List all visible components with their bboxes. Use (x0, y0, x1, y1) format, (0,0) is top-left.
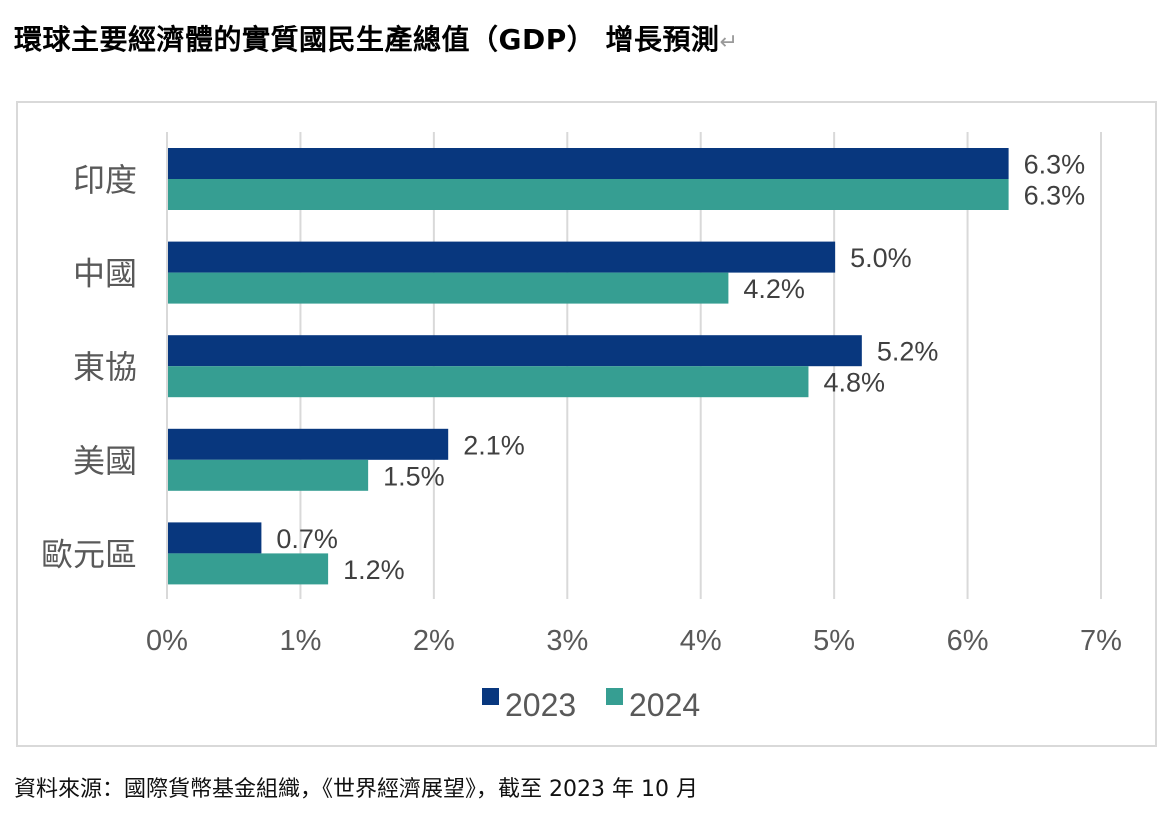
bar-2023 (168, 241, 836, 273)
legend-label-2024: 2024 (629, 687, 700, 723)
bar-2023 (168, 148, 1009, 179)
data-label: 6.3% (1024, 181, 1086, 211)
x-tick-label: 0% (146, 625, 188, 657)
category-label: 中國 (73, 255, 137, 293)
data-label: 0.7% (276, 524, 338, 554)
source-note: 資料來源：國際貨幣基金組織，《世界經濟展望》，截至 2023 年 10 月 (14, 777, 698, 802)
data-label: 6.3% (1024, 150, 1086, 180)
x-tick-label: 7% (1080, 625, 1122, 657)
x-tick-label: 3% (546, 625, 588, 657)
data-label: 5.0% (850, 243, 912, 273)
category-label: 印度 (73, 161, 137, 199)
category-label: 東協 (73, 348, 137, 386)
bar-2023 (168, 522, 262, 554)
page-title: 環球主要經濟體的實質國民生產總值（GDP） 增長預測↵ (14, 18, 738, 58)
legend: 2023 2024 (482, 687, 700, 723)
return-mark-icon: ↵ (719, 30, 739, 55)
bar-2024 (168, 179, 1009, 210)
category-label: 美國 (73, 442, 137, 480)
bar-2024 (168, 553, 329, 585)
bars (168, 148, 1009, 585)
x-tick-label: 4% (680, 625, 722, 657)
data-label: 2.1% (463, 430, 525, 460)
data-label: 1.2% (343, 555, 405, 585)
bar-2023 (168, 428, 449, 460)
bar-2024 (168, 366, 809, 398)
x-tick-label: 6% (947, 625, 989, 657)
x-tick-label: 1% (279, 625, 321, 657)
legend-swatch-2024 (606, 688, 623, 705)
title-text: 環球主要經濟體的實質國民生產總值（GDP） 增長預測 (14, 23, 720, 56)
legend-label-2023: 2023 (505, 687, 576, 723)
bar-2023 (168, 335, 862, 367)
data-label: 4.2% (743, 274, 805, 304)
data-label: 4.8% (823, 368, 885, 398)
x-tick-label: 5% (813, 625, 855, 657)
x-tick-label: 2% (413, 625, 455, 657)
data-labels: 6.3%6.3% 5.0% 4.2% 5.2%4.8% 2.1% 1.5% 0.7%1.2% (276, 150, 1085, 585)
data-label: 1.5% (383, 461, 445, 491)
data-label: 5.2% (877, 337, 939, 367)
bar-2024 (168, 459, 369, 491)
legend-swatch-2023 (482, 688, 499, 705)
x-axis-ticks: 0% 1% 2% 3% 4% 5% 6% 7% (146, 625, 1122, 657)
bar-2024 (168, 272, 729, 304)
category-label: 歐元區 (41, 535, 137, 573)
